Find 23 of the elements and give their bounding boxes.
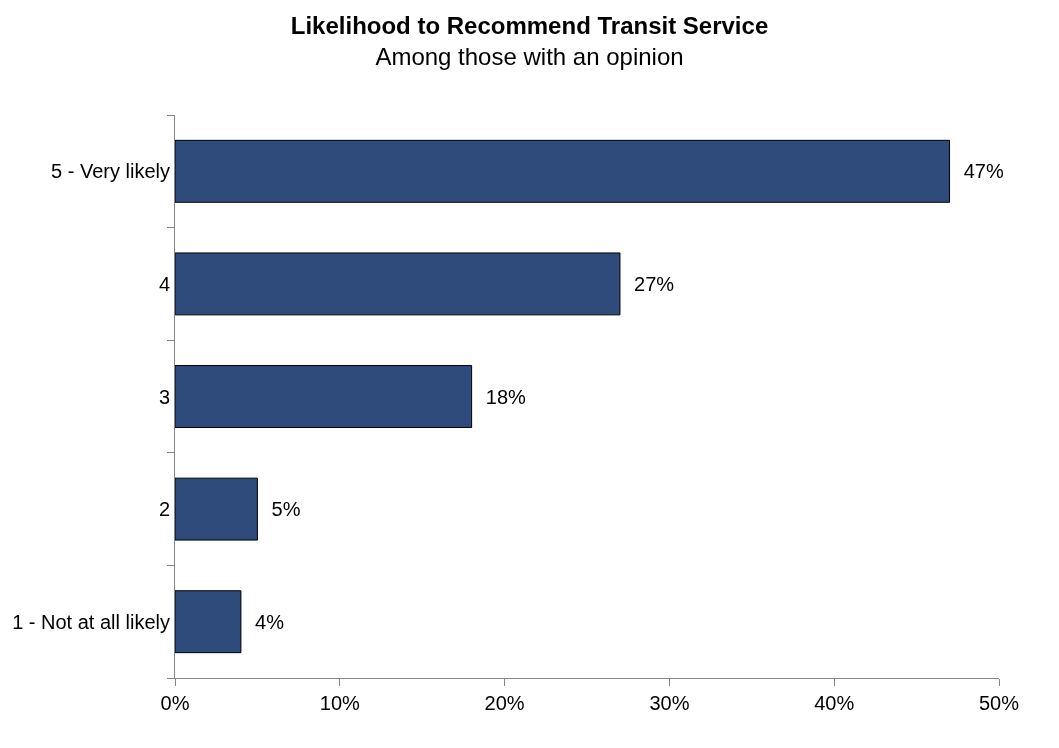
- data-label: 27%: [622, 272, 675, 295]
- x-tick-label: 0%: [160, 692, 190, 714]
- data-label: 4%: [243, 610, 285, 633]
- y-tick-label: 4: [158, 272, 170, 295]
- bar: [175, 590, 242, 654]
- x-tick-label: 50%: [978, 692, 1020, 714]
- x-tick-label: 20%: [484, 692, 525, 714]
- chart-subtitle: Among those with an opinion: [375, 42, 684, 70]
- data-label: 47%: [952, 160, 1004, 183]
- bar: [175, 477, 258, 541]
- bar: [175, 365, 473, 428]
- y-tick-label: 1 - Not at all likely: [12, 610, 170, 633]
- x-tick-label: 10%: [319, 692, 361, 714]
- y-tick-label: 5 - Very likely: [51, 160, 170, 183]
- y-tick-label: 3: [158, 385, 170, 408]
- data-label: 18%: [474, 385, 526, 408]
- x-tick-label: 40%: [814, 692, 855, 714]
- y-tick-label: 2: [158, 498, 170, 521]
- data-label: 5%: [260, 498, 301, 521]
- x-tick-label: 30%: [649, 692, 690, 714]
- bar: [175, 252, 621, 316]
- chart-title: Likelihood to Recommend Transit Service: [290, 11, 769, 39]
- bar: [175, 139, 951, 203]
